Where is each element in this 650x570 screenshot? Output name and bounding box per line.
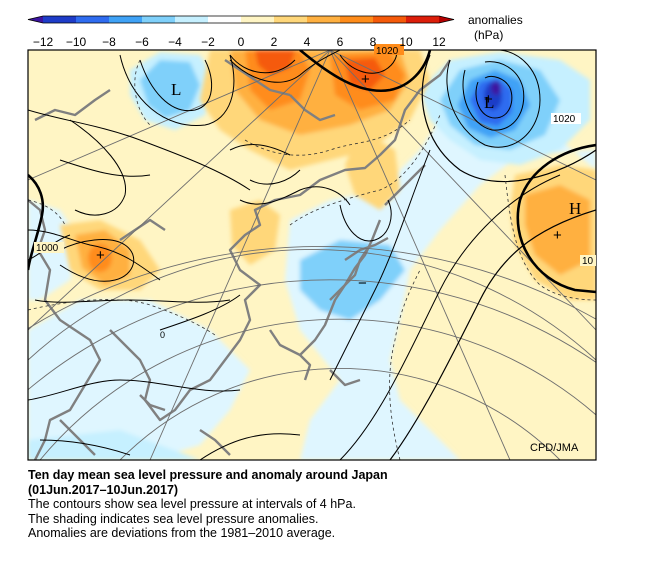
minus-marker-japan-sea: − [358, 275, 367, 292]
isobar-label-1020-east: 1020 [553, 114, 576, 125]
colorbar-segment [208, 16, 242, 23]
caption-period: (01Jun.2017–10Jun.2017) [28, 482, 179, 497]
colorbar-segment [373, 16, 407, 23]
low-center-label-west: L [171, 80, 181, 99]
caption-line-anomalies: Anomalies are deviations from the 1981–2… [28, 526, 336, 540]
colorbar-segment [76, 16, 110, 23]
colorbar-tick-label: 10 [399, 35, 413, 49]
plus-marker-west: + [96, 247, 105, 264]
low-center-label-east: L [484, 93, 494, 112]
anomaly-colorbar: −12 −10 −8 −6 −4 −2 0 2 4 6 8 10 12 [27, 15, 455, 49]
isobars [28, 50, 596, 460]
colorbar-tick-label: 12 [432, 35, 446, 49]
figure-caption: Ten day mean sea level pressure and anom… [28, 468, 628, 541]
small-contour-label: 0 [160, 330, 165, 340]
plus-marker-low-east: + [484, 91, 493, 108]
coastlines [28, 59, 451, 460]
colorbar-tick-label: 2 [271, 35, 278, 49]
colorbar-segment [307, 16, 341, 23]
plus-marker-north: + [361, 71, 370, 88]
zero-anomaly-contours [28, 59, 596, 460]
colorbar-tick-label: 6 [337, 35, 344, 49]
colorbar-tick-label: −12 [33, 35, 54, 49]
colorbar-segment [109, 16, 143, 23]
credit-label: CPD/JMA [530, 442, 579, 454]
colorbar-tick-label: −2 [201, 35, 215, 49]
colorbar-segment [43, 16, 77, 23]
colorbar-segment [406, 16, 440, 23]
colorbar-tick-label: −6 [135, 35, 149, 49]
caption-title: Ten day mean sea level pressure and anom… [28, 468, 388, 482]
isobar-label-1020-north: 1020 [376, 46, 399, 57]
isobar-label-10: 10 [582, 256, 594, 267]
colorbar-tick-label: 0 [238, 35, 245, 49]
colorbar-segment [175, 16, 209, 23]
colorbar-units: (hPa) [474, 28, 504, 42]
colorbar-tick-label: 8 [370, 35, 377, 49]
plus-marker-east: + [553, 227, 562, 244]
high-center-label: H [569, 199, 581, 218]
isobar-label-1000: 1000 [36, 243, 59, 254]
colorbar-tick-label: 4 [304, 35, 311, 49]
colorbar-tick-label: −10 [66, 35, 87, 49]
colorbar-upper-arrow [439, 16, 454, 23]
colorbar-segment [142, 16, 176, 23]
colorbar-segment [274, 16, 308, 23]
colorbar-title: anomalies [468, 13, 523, 27]
caption-line-shading: The shading indicates sea level pressure… [28, 511, 319, 526]
colorbar-tick-label: −4 [168, 35, 182, 49]
colorbar-segment [241, 16, 275, 23]
graticule [28, 50, 596, 460]
caption-line-contours: The contours show sea level pressure at … [28, 497, 356, 511]
colorbar-segment [340, 16, 374, 23]
colorbar-lower-arrow [28, 16, 43, 23]
colorbar-tick-label: −8 [102, 35, 116, 49]
